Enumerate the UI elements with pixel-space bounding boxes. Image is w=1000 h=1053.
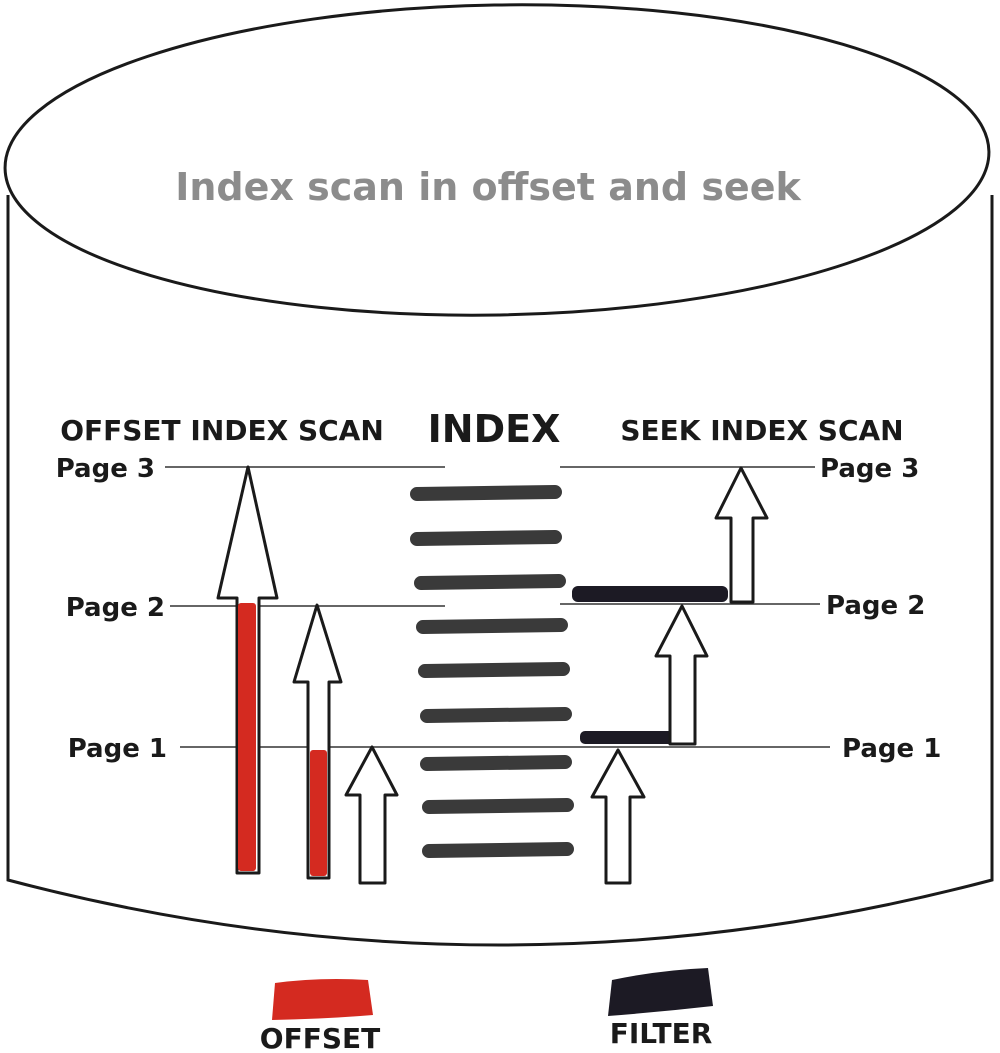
cylinder-body: [6, 195, 994, 947]
index-bar: [418, 662, 570, 678]
offset-arrow-to-page-1: [344, 745, 399, 885]
page-label-left-2: Page 2: [66, 593, 165, 623]
index-bar: [420, 755, 572, 771]
offset-legend-label: OFFSET: [260, 1022, 380, 1053]
seek-arrow-to-page-1: [590, 748, 646, 885]
filter-legend-swatch: [608, 968, 713, 1016]
offset-bar-2: [310, 750, 327, 876]
page-label-left-1: Page 1: [68, 734, 167, 764]
page-label-right-3: Page 3: [820, 454, 919, 484]
index-bars: [410, 485, 574, 858]
index-bar: [422, 798, 574, 814]
index-bar: [410, 530, 562, 546]
filter-bar-2: [572, 586, 728, 602]
index-bar: [414, 574, 566, 590]
offset-bar-1: [238, 603, 256, 871]
offset-legend-swatch: [272, 979, 373, 1020]
page-label-right-2: Page 2: [826, 591, 925, 621]
index-bar: [416, 618, 568, 634]
filter-legend-label: FILTER: [610, 1017, 713, 1050]
cylinder-top: [3, 3, 991, 317]
index-bar: [420, 707, 572, 723]
page-label-left-3: Page 3: [56, 454, 155, 484]
seek-index-scan-heading: SEEK INDEX SCAN: [620, 414, 903, 447]
index-bar: [410, 485, 562, 501]
index-heading: INDEX: [428, 407, 561, 451]
seek-arrow-to-page-2: [654, 604, 709, 746]
offset-arrow-to-page-2: [292, 603, 343, 880]
offset-index-scan-heading: OFFSET INDEX SCAN: [60, 414, 384, 447]
filter-bar-1: [580, 731, 676, 744]
seek-arrow-to-page-3: [714, 466, 769, 604]
page-label-right-1: Page 1: [842, 734, 941, 764]
index-bar: [422, 842, 574, 858]
diagram-title: Index scan in offset and seek: [175, 165, 801, 209]
